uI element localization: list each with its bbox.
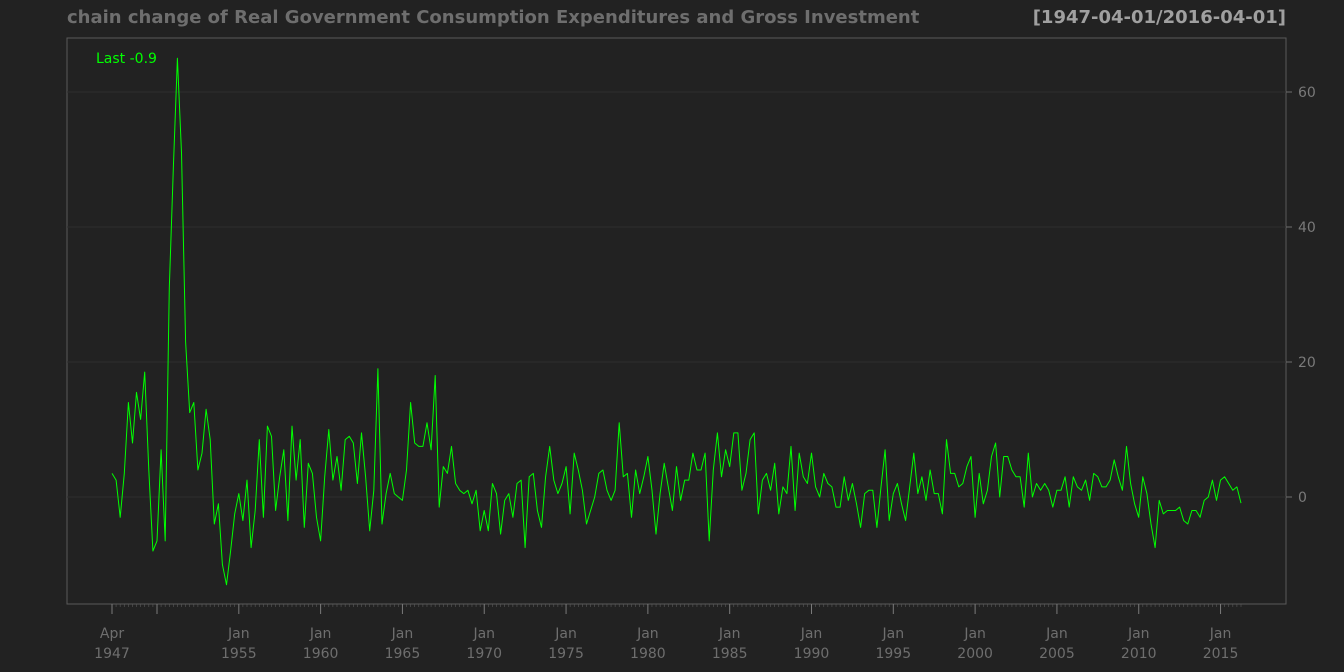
x-tick-month: Jan: [554, 626, 577, 642]
legend-last: Last -0.9: [96, 51, 157, 67]
x-tick-year: 1985: [712, 646, 748, 662]
x-tick-year: 1995: [875, 646, 911, 662]
x-tick-month: Jan: [882, 626, 905, 642]
x-tick-year: 1965: [385, 646, 421, 662]
y-tick-label: 20: [1298, 355, 1316, 371]
x-tick-year: 1990: [794, 646, 830, 662]
y-tick-label: 0: [1298, 490, 1307, 506]
x-tick-year: 1955: [221, 646, 257, 662]
x-tick-month: Jan: [472, 626, 495, 642]
series-layer: [111, 57, 1242, 586]
chart-title: chain change of Real Government Consumpt…: [67, 7, 920, 28]
x-tick-month: Jan: [963, 626, 986, 642]
date-range: [1947-04-01/2016-04-01]: [1032, 7, 1286, 28]
x-tick-month: Jan: [1127, 626, 1150, 642]
y-tick-label: 60: [1298, 85, 1316, 101]
gridlines: [67, 91, 1286, 498]
x-tick-year: 1970: [466, 646, 502, 662]
y-axis: 0 20 40 60: [1286, 85, 1316, 506]
x-tick-month: Jan: [1209, 626, 1232, 642]
x-tick-year: 2015: [1203, 646, 1239, 662]
x-tick-month: Jan: [227, 626, 250, 642]
x-tick-year: 2005: [1039, 646, 1075, 662]
series-line: [111, 57, 1242, 586]
x-tick-year: 1980: [630, 646, 666, 662]
x-tick-year: 1960: [303, 646, 339, 662]
x-axis: Apr 1947 Jan 1955 Jan 1960 Jan 1965 Jan 1970 Jan 19…: [94, 604, 1242, 662]
y-tick-label: 40: [1298, 220, 1316, 236]
x-tick-month: Jan: [800, 626, 823, 642]
x-tick-month: Jan: [718, 626, 741, 642]
x-tick-year: 2000: [957, 646, 993, 662]
x-tick-year: 1975: [548, 646, 584, 662]
x-tick-year: 2010: [1121, 646, 1157, 662]
x-tick-month: Apr: [100, 626, 124, 642]
x-tick-year: 1947: [94, 646, 130, 662]
x-tick-month: Jan: [391, 626, 414, 642]
x-tick-month: Jan: [636, 626, 659, 642]
x-tick-month: Jan: [1045, 626, 1068, 642]
x-tick-month: Jan: [309, 626, 332, 642]
